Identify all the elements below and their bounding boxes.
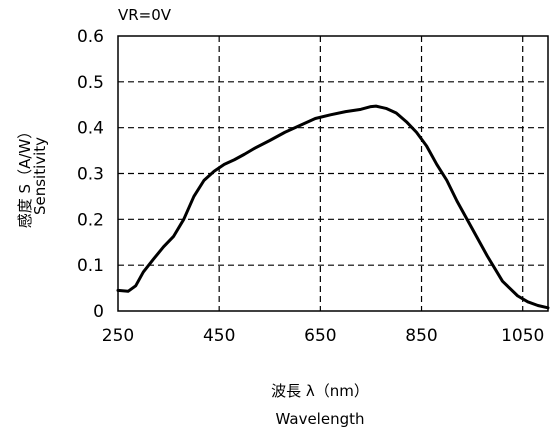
x-axis-title-en: Wavelength: [276, 410, 365, 428]
y-tick-label: 0.5: [77, 73, 104, 93]
x-axis-title: 波長 λ（nm）: [271, 382, 369, 400]
x-axis-ticks: 250 450 650 850 1050: [102, 326, 545, 346]
x-tick-label: 850: [405, 326, 437, 346]
bias-annotation: VR=0V: [118, 6, 172, 24]
y-tick-label: 0.4: [77, 119, 104, 139]
x-tick-label: 250: [102, 326, 134, 346]
grid: [118, 36, 548, 311]
y-axis-title-en: Sensitivity: [31, 137, 49, 215]
y-tick-label: 0: [93, 302, 104, 322]
x-tick-label: 1050: [501, 326, 544, 346]
y-axis-ticks: 0 0.1 0.2 0.3 0.4 0.5 0.6: [77, 27, 104, 322]
y-tick-label: 0.6: [77, 27, 104, 47]
y-axis-title: 感度 S（A/W）: [16, 124, 34, 228]
y-tick-label: 0.1: [77, 256, 104, 276]
plot-area-frame: [117, 35, 549, 312]
x-tick-label: 650: [304, 326, 336, 346]
x-tick-label: 450: [203, 326, 235, 346]
sensitivity-series-line: [116, 104, 550, 310]
y-tick-label: 0.3: [77, 165, 104, 185]
y-tick-label: 0.2: [77, 210, 104, 230]
